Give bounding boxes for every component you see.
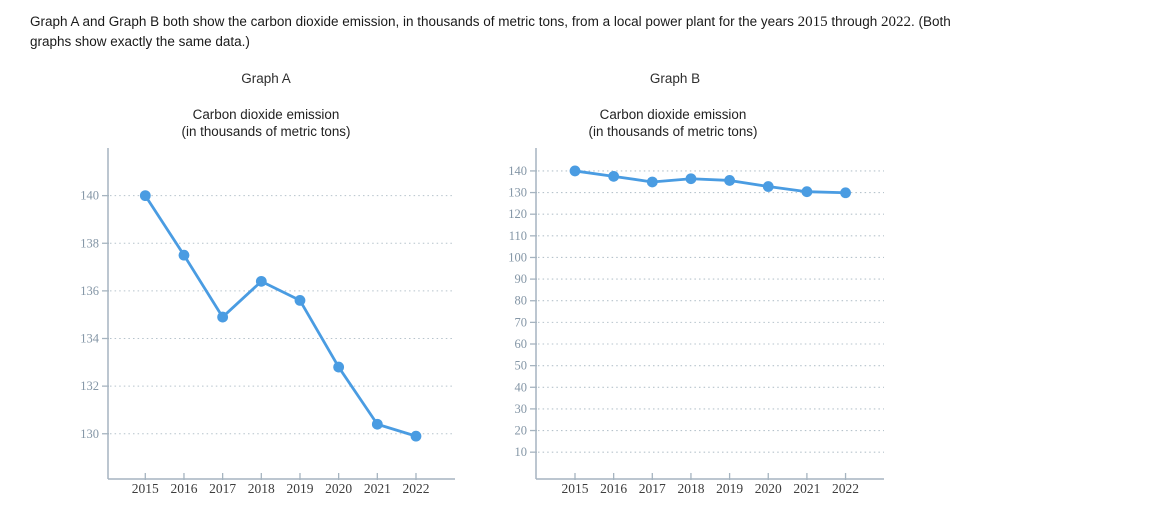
x-tick-label: 2016: [170, 481, 197, 496]
question-year-end: 2022: [880, 14, 911, 30]
data-point-2017: [217, 311, 229, 323]
question-year-start: 2015: [797, 14, 828, 30]
y-tick-label: 40: [515, 380, 528, 394]
y-tick-label: 30: [515, 402, 528, 416]
graph-a-subtitle: Carbon dioxide emission (in thousands of…: [96, 106, 436, 140]
data-line: [143, 194, 418, 438]
x-tick-label: 2020: [325, 481, 352, 496]
y-tick-label: 50: [515, 359, 528, 373]
y-tick-label: 80: [515, 294, 528, 308]
graph-a-subtitle-line2: (in thousands of metric tons): [181, 124, 351, 139]
graph-b-title: Graph B: [649, 71, 701, 86]
data-point-2022: [410, 430, 422, 442]
y-tick-label: 100: [508, 250, 527, 264]
y-tick-label: 60: [515, 337, 528, 351]
y-tick-label: 10: [515, 445, 528, 459]
y-tick-label: 70: [515, 315, 528, 329]
question-part-2: through: [827, 14, 881, 29]
x-tick-label: 2022: [832, 481, 859, 496]
y-tick-label: 110: [509, 229, 527, 243]
y-tick-label: 130: [80, 427, 99, 441]
data-point-2020: [762, 181, 774, 192]
graph-b-subtitle: Carbon dioxide emission (in thousands of…: [503, 106, 843, 140]
data-point-2016: [608, 170, 620, 182]
x-tick-label: 2020: [755, 481, 782, 496]
data-point-2017: [646, 176, 658, 188]
data-point-2019: [294, 295, 306, 306]
y-tick-label: 138: [80, 236, 99, 250]
y-tick-label: 90: [515, 272, 528, 286]
data-point-2019: [724, 175, 735, 186]
x-tick-label: 2022: [402, 481, 429, 496]
data-point-2022: [840, 187, 851, 199]
x-tick-label: 2015: [562, 481, 589, 496]
data-point-2020: [333, 361, 345, 373]
x-tick-label: 2018: [677, 481, 704, 496]
question-line-2: graphs show exactly the same data.): [30, 34, 250, 49]
y-tick-label: 20: [515, 424, 528, 438]
y-tick-label: 140: [508, 164, 527, 178]
graph-b-plot: 10 20 30 40 50 60 70 80 90 100 110 120 130 140 2015 201…: [508, 148, 884, 496]
x-tick-label: 2016: [600, 481, 627, 496]
x-tick-label: 2017: [209, 481, 236, 496]
data-point-2018: [685, 173, 697, 185]
data-point-2016: [178, 249, 190, 261]
x-tick-label: 2021: [364, 481, 391, 496]
x-tick-label: 2018: [248, 481, 275, 496]
x-tick-label: 2019: [286, 481, 313, 496]
y-tick-label: 120: [508, 207, 527, 221]
data-point-2021: [801, 186, 813, 198]
x-tick-label: 2019: [716, 481, 743, 496]
y-tick-label: 132: [80, 379, 99, 393]
question-part-3: . (Both: [910, 14, 951, 29]
data-line: [573, 169, 847, 195]
graph-a-plot: 130 132 134 136 138 140 2015 2016 2017 2018 2019 20…: [80, 148, 455, 496]
graph-b-subtitle-line2: (in thousands of metric tons): [588, 124, 758, 139]
data-point-2015: [569, 165, 581, 177]
data-point-2015: [139, 190, 151, 202]
question-text: Graph A and Graph B both show the carbon…: [30, 12, 1140, 52]
graph-a-subtitle-line1: Carbon dioxide emission: [192, 107, 340, 122]
x-tick-label: 2017: [639, 481, 666, 496]
question-part-1: Graph A and Graph B both show the carbon…: [30, 14, 798, 29]
x-tick-label: 2015: [132, 481, 159, 496]
data-point-2018: [255, 275, 267, 287]
x-tick-label: 2021: [793, 481, 820, 496]
data-point-2021: [371, 418, 383, 430]
graph-a-title: Graph A: [241, 71, 291, 86]
y-tick-label: 136: [80, 284, 99, 298]
y-tick-label: 140: [80, 189, 99, 203]
y-tick-label: 130: [508, 186, 527, 200]
y-tick-label: 134: [80, 332, 100, 346]
graph-b-subtitle-line1: Carbon dioxide emission: [599, 107, 747, 122]
